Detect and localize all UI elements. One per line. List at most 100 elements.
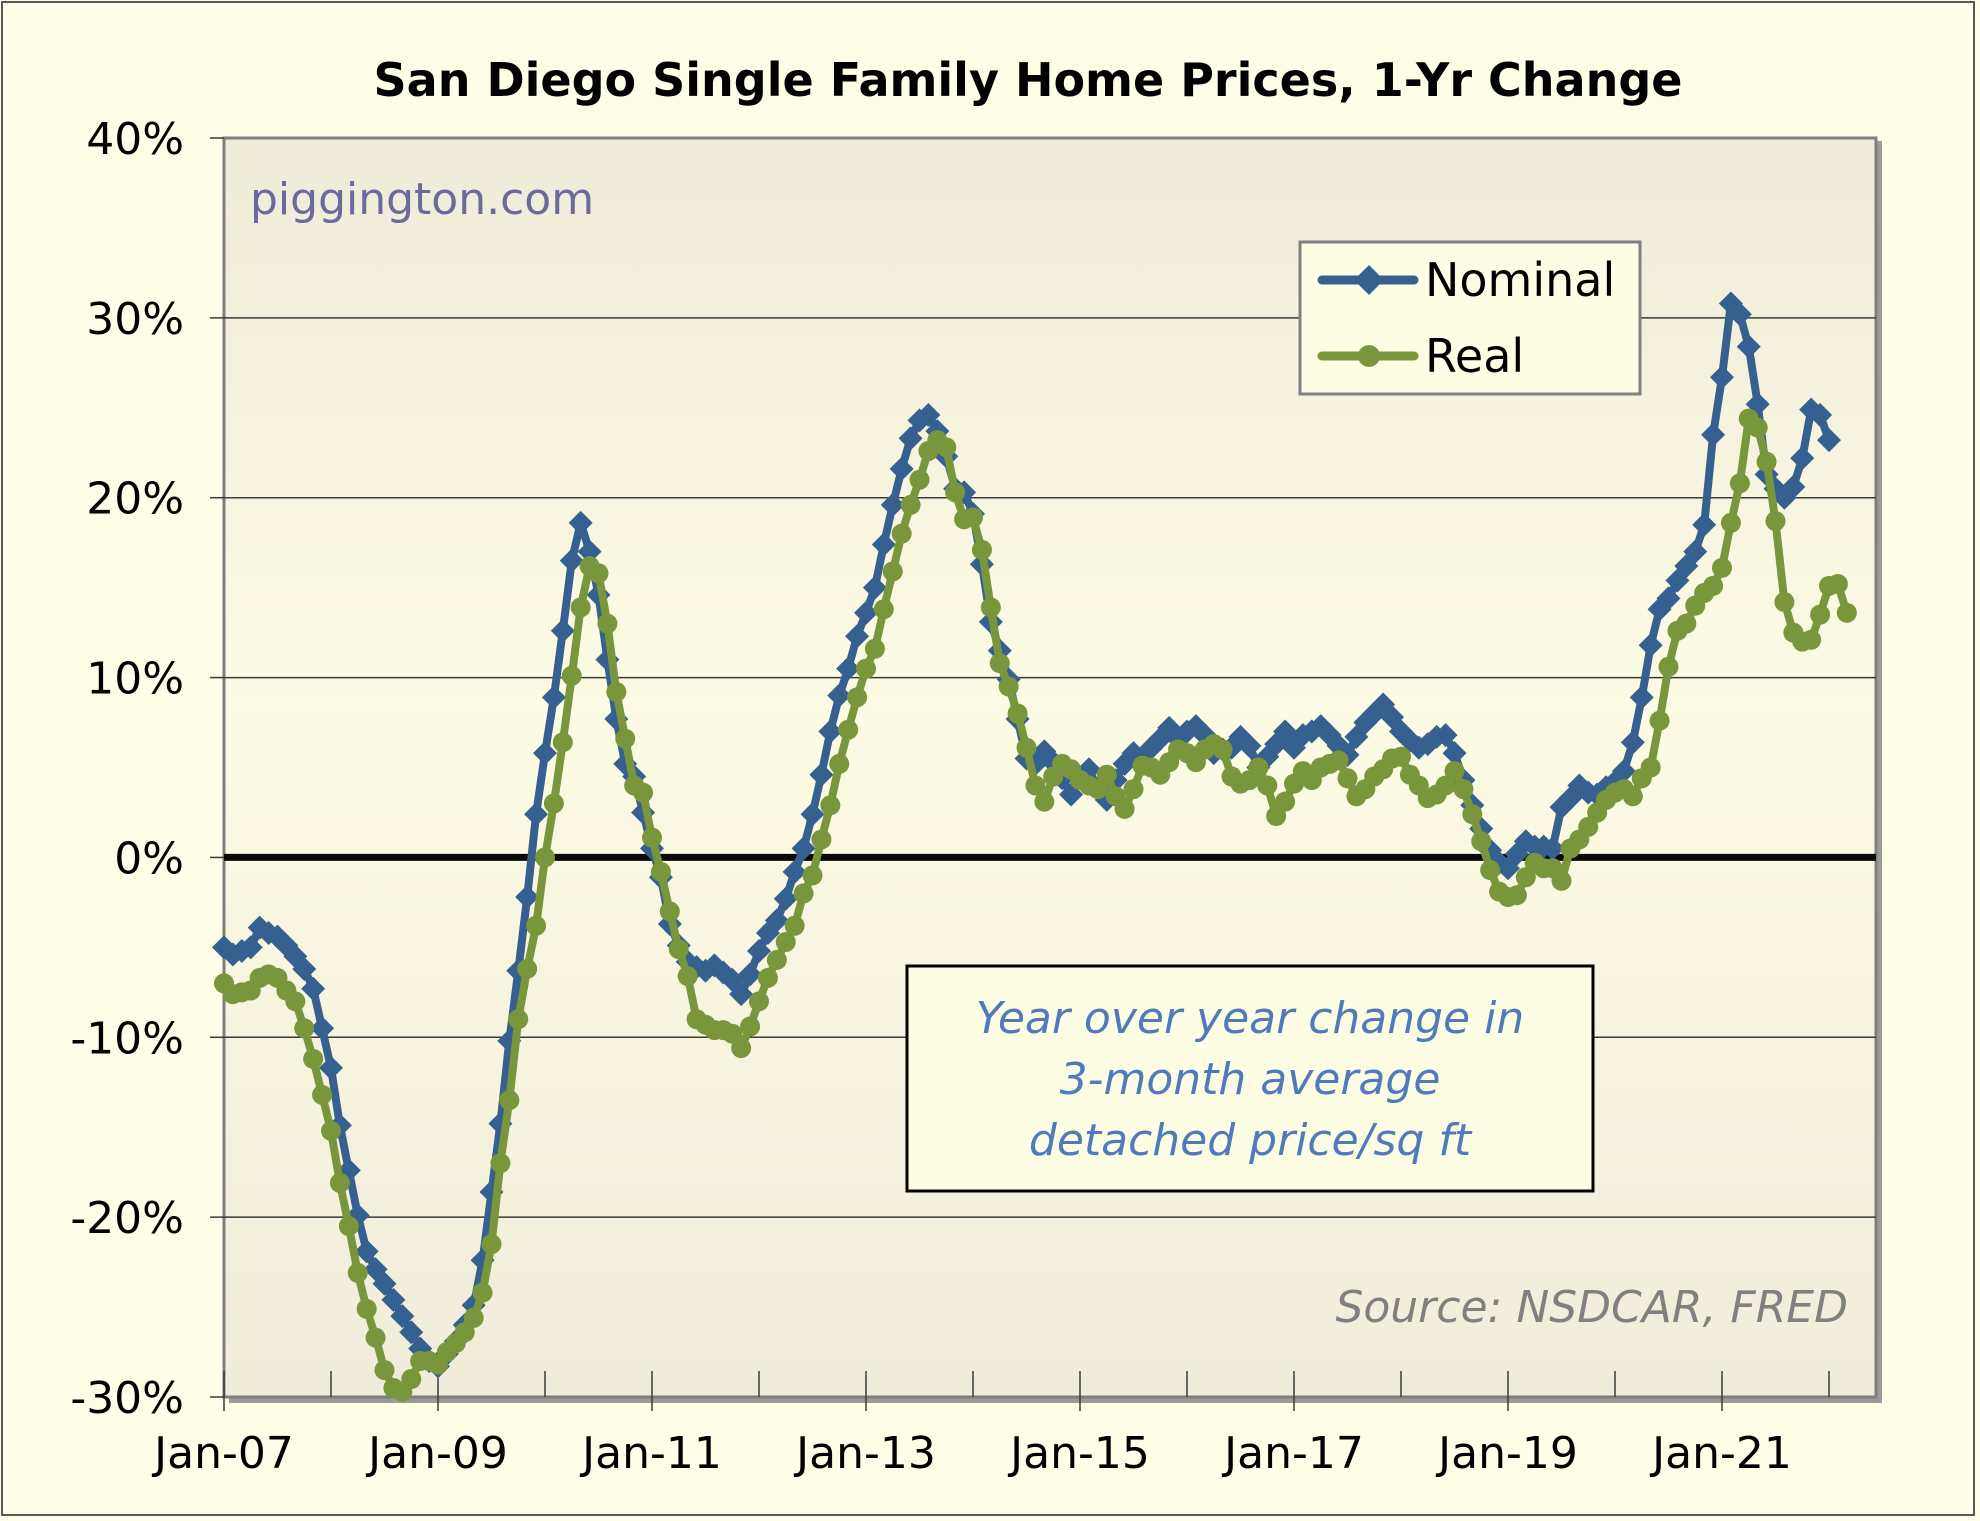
nominal-point <box>354 1239 379 1264</box>
nominal-point <box>1620 730 1645 755</box>
real-point <box>1462 804 1483 825</box>
real-point <box>998 676 1019 697</box>
real-point <box>722 1023 743 1044</box>
real-point <box>1836 602 1857 623</box>
real-point <box>1212 739 1233 760</box>
nominal-point <box>292 956 317 981</box>
nominal-point <box>916 402 941 427</box>
real-point <box>1275 791 1296 812</box>
real-point <box>517 958 538 979</box>
real-point <box>775 931 796 952</box>
y-tick-label: 10% <box>86 654 184 705</box>
x-tick-label: Jan-13 <box>793 1428 936 1479</box>
nominal-point <box>862 575 887 600</box>
nominal-point <box>1273 719 1298 744</box>
watermark: piggington.com <box>250 174 594 225</box>
nominal-point <box>1692 512 1717 537</box>
real-point <box>1123 779 1144 800</box>
real-point <box>454 1322 475 1343</box>
real-point <box>356 1298 377 1319</box>
nominal-point <box>1540 836 1565 861</box>
real-point <box>1025 775 1046 796</box>
real-point <box>1248 757 1269 778</box>
nominal-point <box>747 938 771 963</box>
real-point <box>463 1307 484 1328</box>
real-point <box>1016 737 1037 758</box>
real-point <box>329 1172 350 1193</box>
nominal-point <box>319 1055 343 1080</box>
legend-real-label: Real <box>1425 329 1524 383</box>
real-point <box>1266 806 1287 827</box>
nominal-point <box>1683 539 1708 564</box>
real-point <box>1622 786 1643 807</box>
real-point <box>847 687 868 708</box>
nominal-point <box>310 1016 335 1041</box>
real-point <box>1658 656 1679 677</box>
y-tick-label: 0% <box>114 833 184 884</box>
real-point <box>321 1120 341 1141</box>
nominal-point <box>898 426 923 451</box>
nominal-point <box>1433 723 1458 748</box>
real-point <box>285 991 306 1012</box>
real-point <box>615 728 636 749</box>
x-tick-label: Jan-15 <box>1007 1428 1150 1479</box>
nominal-point <box>1442 741 1467 766</box>
real-point <box>677 966 698 987</box>
real-point <box>570 597 591 618</box>
nominal-point <box>568 510 593 535</box>
real-point <box>659 901 680 922</box>
nominal-point <box>372 1271 397 1296</box>
real-point <box>1720 512 1741 533</box>
y-tick-label: 20% <box>86 474 184 525</box>
nominal-point <box>782 859 807 884</box>
series-layer <box>212 291 1857 1402</box>
source-label: Source: NSDCAR, FRED <box>1335 1282 1848 1333</box>
real-point <box>1007 703 1028 724</box>
y-tick-label: 30% <box>86 294 184 345</box>
nominal-point <box>1611 759 1636 784</box>
real-point <box>606 681 627 702</box>
nominal-point <box>800 802 825 827</box>
x-axis: Jan-07 Jan-09 Jan-11 Jan-13 Jan-15 Jan-17 Jan-… <box>151 1371 1830 1479</box>
legend-box <box>1298 240 1642 396</box>
y-tick-label: -30% <box>70 1373 184 1424</box>
real-point <box>784 915 805 936</box>
nominal-point <box>1808 402 1833 427</box>
real-point <box>740 1016 761 1037</box>
real-point <box>989 653 1010 674</box>
nominal-point <box>729 982 754 1007</box>
real-point <box>374 1360 395 1381</box>
real-point <box>508 1009 529 1030</box>
nominal-point <box>845 624 870 649</box>
x-tick-label: Jan-11 <box>579 1428 722 1479</box>
real-point <box>633 782 654 803</box>
real-point <box>793 883 814 904</box>
real-point <box>1435 775 1456 796</box>
nominal-point <box>238 935 263 960</box>
real-point <box>1756 451 1777 472</box>
real-point <box>936 437 957 458</box>
nominal-point <box>836 656 861 681</box>
nominal-point <box>1656 586 1681 611</box>
real-point <box>766 949 787 970</box>
legend: Nominal Real <box>1298 240 1642 396</box>
real-point <box>882 561 903 582</box>
real-point <box>1453 779 1474 800</box>
nominal-point <box>577 539 602 564</box>
real-point <box>401 1369 422 1390</box>
real-point <box>1328 750 1349 771</box>
real-point <box>1114 798 1135 819</box>
nominal-point <box>889 456 914 481</box>
real-point <box>642 827 662 848</box>
real-point <box>1391 746 1411 767</box>
real-point <box>312 1084 333 1105</box>
real-point <box>1676 613 1697 634</box>
nominal-point <box>880 492 905 517</box>
real-point <box>543 793 564 814</box>
real-point <box>1640 757 1661 778</box>
real-point <box>1810 604 1831 625</box>
note-line-2: 3-month average <box>1060 1054 1441 1105</box>
real-point <box>1506 885 1527 906</box>
real-point <box>1444 761 1465 782</box>
